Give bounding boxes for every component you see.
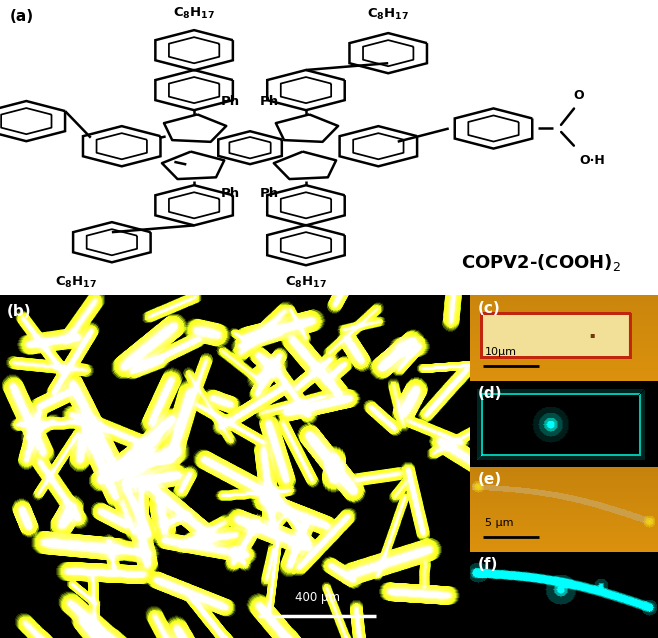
Text: $\mathbf{C_8H_{17}}$: $\mathbf{C_8H_{17}}$	[173, 6, 215, 21]
Text: Ph: Ph	[260, 96, 279, 108]
Text: $\mathbf{C_8H_{17}}$: $\mathbf{C_8H_{17}}$	[285, 274, 327, 290]
Text: (c): (c)	[477, 300, 500, 316]
Text: 10μm: 10μm	[485, 347, 517, 357]
Text: Ph: Ph	[260, 187, 279, 200]
Text: (d): (d)	[477, 386, 502, 401]
Text: COPV2-(COOH)$_2$: COPV2-(COOH)$_2$	[461, 253, 620, 274]
Text: O: O	[574, 89, 584, 102]
Text: O·H: O·H	[579, 154, 605, 167]
Text: $\mathbf{C_8H_{17}}$: $\mathbf{C_8H_{17}}$	[55, 274, 97, 290]
Text: (b): (b)	[7, 304, 32, 319]
Text: $\mathbf{C_8H_{17}}$: $\mathbf{C_8H_{17}}$	[367, 7, 409, 22]
Text: 400 μm: 400 μm	[295, 591, 340, 604]
Text: (a): (a)	[10, 9, 34, 24]
Text: Ph: Ph	[221, 96, 240, 108]
Text: (f): (f)	[477, 558, 497, 572]
Text: (e): (e)	[477, 472, 501, 487]
Text: 5 μm: 5 μm	[485, 518, 513, 528]
Text: Ph: Ph	[221, 187, 240, 200]
